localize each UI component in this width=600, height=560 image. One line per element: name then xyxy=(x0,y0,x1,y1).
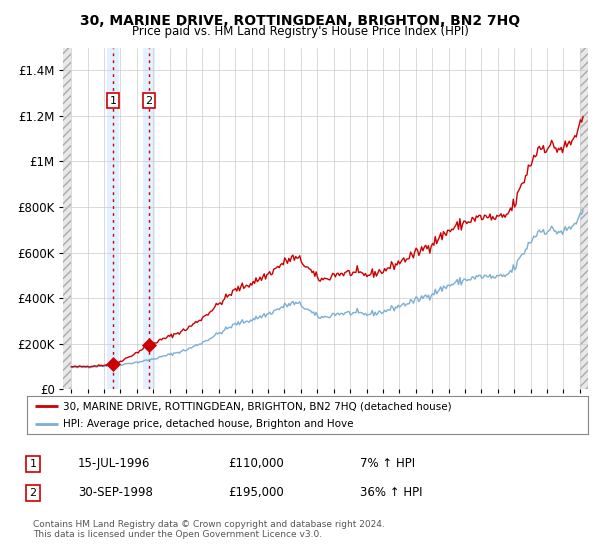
Bar xyxy=(580,48,588,389)
Text: £195,000: £195,000 xyxy=(228,486,284,500)
Bar xyxy=(143,48,155,389)
Text: Price paid vs. HM Land Registry's House Price Index (HPI): Price paid vs. HM Land Registry's House … xyxy=(131,25,469,38)
Text: 15-JUL-1996: 15-JUL-1996 xyxy=(78,457,151,470)
Text: HPI: Average price, detached house, Brighton and Hove: HPI: Average price, detached house, Brig… xyxy=(64,419,354,429)
Text: 36% ↑ HPI: 36% ↑ HPI xyxy=(360,486,422,500)
Text: 30, MARINE DRIVE, ROTTINGDEAN, BRIGHTON, BN2 7HQ (detached house): 30, MARINE DRIVE, ROTTINGDEAN, BRIGHTON,… xyxy=(64,401,452,411)
Text: 30-SEP-1998: 30-SEP-1998 xyxy=(78,486,153,500)
Text: 30, MARINE DRIVE, ROTTINGDEAN, BRIGHTON, BN2 7HQ: 30, MARINE DRIVE, ROTTINGDEAN, BRIGHTON,… xyxy=(80,14,520,28)
Text: 2: 2 xyxy=(146,96,152,105)
Text: 2: 2 xyxy=(29,488,37,498)
Text: £110,000: £110,000 xyxy=(228,457,284,470)
Text: 1: 1 xyxy=(29,459,37,469)
Text: 7% ↑ HPI: 7% ↑ HPI xyxy=(360,457,415,470)
Bar xyxy=(107,48,119,389)
Bar xyxy=(63,48,71,389)
Text: 1: 1 xyxy=(109,96,116,105)
Text: Contains HM Land Registry data © Crown copyright and database right 2024.
This d: Contains HM Land Registry data © Crown c… xyxy=(33,520,385,539)
